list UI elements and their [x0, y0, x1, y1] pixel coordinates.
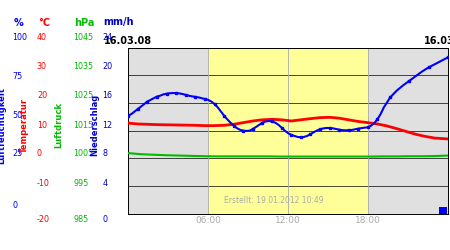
Text: 25: 25 — [13, 149, 23, 158]
Text: 985: 985 — [73, 216, 89, 224]
Text: 75: 75 — [13, 72, 23, 81]
Text: 16: 16 — [103, 91, 112, 100]
Text: 1005: 1005 — [73, 149, 94, 158]
Text: 0: 0 — [37, 149, 42, 158]
Text: 995: 995 — [73, 178, 89, 188]
Text: 0: 0 — [103, 216, 108, 224]
Text: 1015: 1015 — [73, 120, 94, 130]
Text: Luftfeuchtigkeit: Luftfeuchtigkeit — [0, 86, 7, 164]
Bar — [368, 48, 448, 214]
Text: Erstellt: 19.01.2012 10:49: Erstellt: 19.01.2012 10:49 — [224, 196, 324, 204]
Text: hPa: hPa — [74, 18, 94, 28]
Text: 8: 8 — [103, 149, 108, 158]
Bar — [208, 48, 368, 214]
Text: °C: °C — [38, 18, 50, 28]
Text: Luftdruck: Luftdruck — [54, 102, 63, 148]
Text: 20: 20 — [37, 91, 47, 100]
Text: 1045: 1045 — [73, 33, 94, 42]
Text: -20: -20 — [37, 216, 50, 224]
Text: 50: 50 — [13, 110, 22, 120]
Text: 12: 12 — [103, 120, 112, 130]
Text: 20: 20 — [103, 62, 112, 71]
Text: 0: 0 — [13, 200, 18, 209]
Text: 10: 10 — [37, 120, 47, 130]
Text: 30: 30 — [37, 62, 47, 71]
Text: 40: 40 — [37, 33, 47, 42]
Text: 4: 4 — [103, 178, 108, 188]
Text: 1025: 1025 — [73, 91, 94, 100]
Text: 100: 100 — [13, 33, 27, 42]
Bar — [439, 207, 447, 214]
Text: Niederschlag: Niederschlag — [90, 94, 99, 156]
Text: Temperatur: Temperatur — [20, 98, 29, 152]
Text: -10: -10 — [37, 178, 50, 188]
Text: mm/h: mm/h — [104, 18, 134, 28]
Text: 1035: 1035 — [73, 62, 94, 71]
Text: %: % — [14, 18, 23, 28]
Bar — [128, 48, 208, 214]
Text: 24: 24 — [103, 33, 112, 42]
